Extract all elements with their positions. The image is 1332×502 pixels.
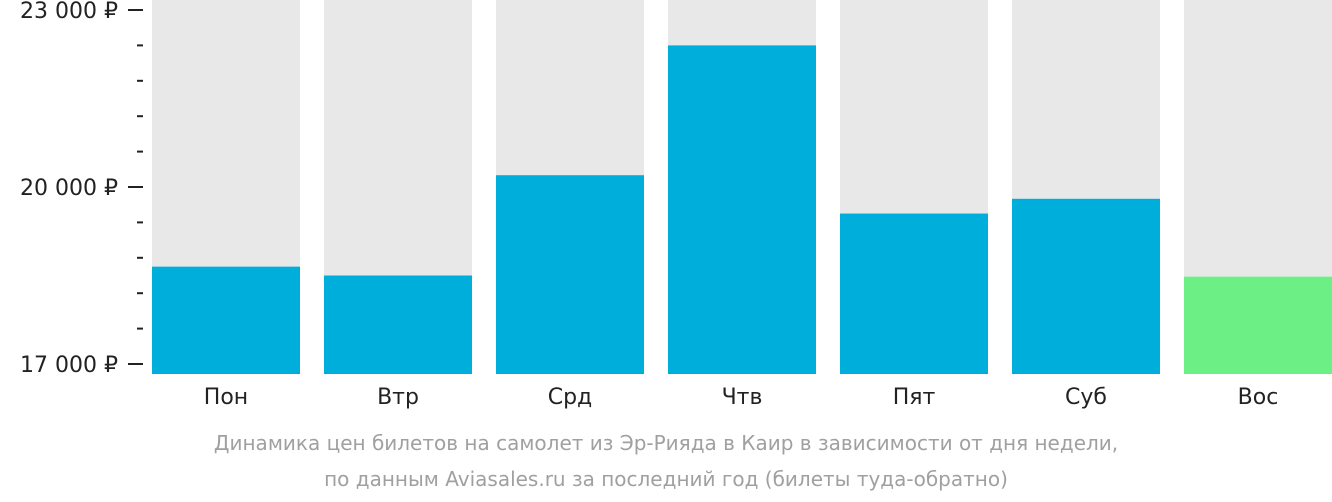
chart-caption-line-2: по данным Aviasales.ru за последний год … <box>324 467 1008 491</box>
y-tick-label-1: 17 000 ₽ <box>20 353 118 378</box>
bar-3[interactable] <box>496 175 644 374</box>
x-tick-label-6: Суб <box>1065 385 1107 410</box>
chart-caption-line-1: Динамика цен билетов на самолет из Эр-Ри… <box>213 431 1119 455</box>
y-tick-label-2: 20 000 ₽ <box>20 176 118 201</box>
y-tick-label-3: 23 000 ₽ <box>20 0 118 24</box>
x-tick-label-2: Втр <box>377 385 419 410</box>
x-tick-label-5: Пят <box>893 385 936 410</box>
x-tick-label-1: Пон <box>204 385 248 410</box>
x-tick-label-7: Вос <box>1238 385 1279 410</box>
bar-2[interactable] <box>324 275 472 375</box>
bar-1[interactable] <box>152 266 300 374</box>
bar-6[interactable] <box>1012 198 1160 374</box>
bar-5[interactable] <box>840 213 988 374</box>
x-tick-label-3: Срд <box>548 385 593 410</box>
bar-7[interactable] <box>1184 276 1332 374</box>
bar-4[interactable] <box>668 45 816 375</box>
x-tick-label-4: Чтв <box>722 385 763 410</box>
bar-chart: Пон Втр Срд Чтв Пят Суб Вос 17 000 ₽ 20 000 ₽ 23 … <box>20 0 1332 410</box>
